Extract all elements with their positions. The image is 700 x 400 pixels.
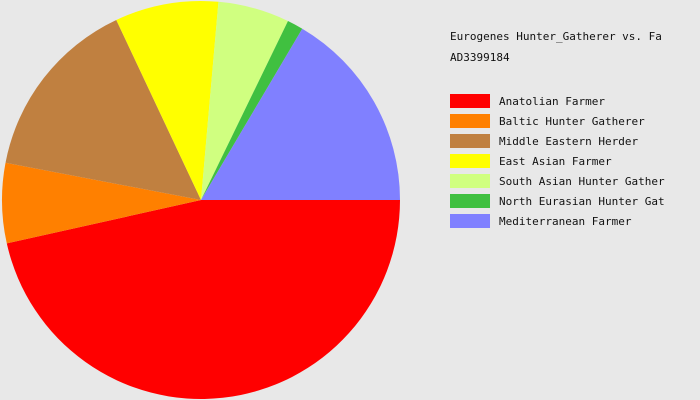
chart-subtitle: AD3399184 xyxy=(450,51,510,64)
legend-swatch xyxy=(450,174,490,188)
pie-slice-6 xyxy=(201,28,400,200)
legend-label: East Asian Farmer xyxy=(499,154,612,168)
pie-slice-4 xyxy=(201,1,288,201)
pie-slice-5 xyxy=(201,21,303,200)
legend-label: South Asian Hunter Gather xyxy=(499,174,665,188)
legend-swatch xyxy=(450,194,490,208)
pie-slice-2 xyxy=(5,19,201,200)
pie-slice-0 xyxy=(6,200,400,400)
pie-slice-1 xyxy=(2,162,202,244)
legend-item: Baltic Hunter Gatherer xyxy=(450,111,665,131)
legend-label: Middle Eastern Herder xyxy=(499,134,639,148)
legend-swatch xyxy=(450,154,490,168)
legend-label: North Eurasian Hunter Gat xyxy=(499,194,665,208)
legend-swatch xyxy=(450,94,490,108)
legend-swatch xyxy=(450,134,490,148)
legend-item: Middle Eastern Herder xyxy=(450,131,665,151)
legend: Anatolian Farmer Baltic Hunter Gatherer Mi… xyxy=(450,91,665,231)
chart-title: Eurogenes Hunter_Gatherer vs. Fa xyxy=(450,30,662,43)
pie-slice-3 xyxy=(116,0,219,200)
legend-item: East Asian Farmer xyxy=(450,151,665,171)
legend-item: Anatolian Farmer xyxy=(450,91,665,111)
legend-label: Baltic Hunter Gatherer xyxy=(499,114,645,128)
legend-swatch xyxy=(450,214,490,228)
legend-item: Mediterranean Farmer xyxy=(450,211,665,231)
legend-label: Mediterranean Farmer xyxy=(499,214,632,228)
legend-label: Anatolian Farmer xyxy=(499,94,605,108)
legend-item: North Eurasian Hunter Gat xyxy=(450,191,665,211)
legend-item: South Asian Hunter Gather xyxy=(450,171,665,191)
legend-swatch xyxy=(450,114,490,128)
